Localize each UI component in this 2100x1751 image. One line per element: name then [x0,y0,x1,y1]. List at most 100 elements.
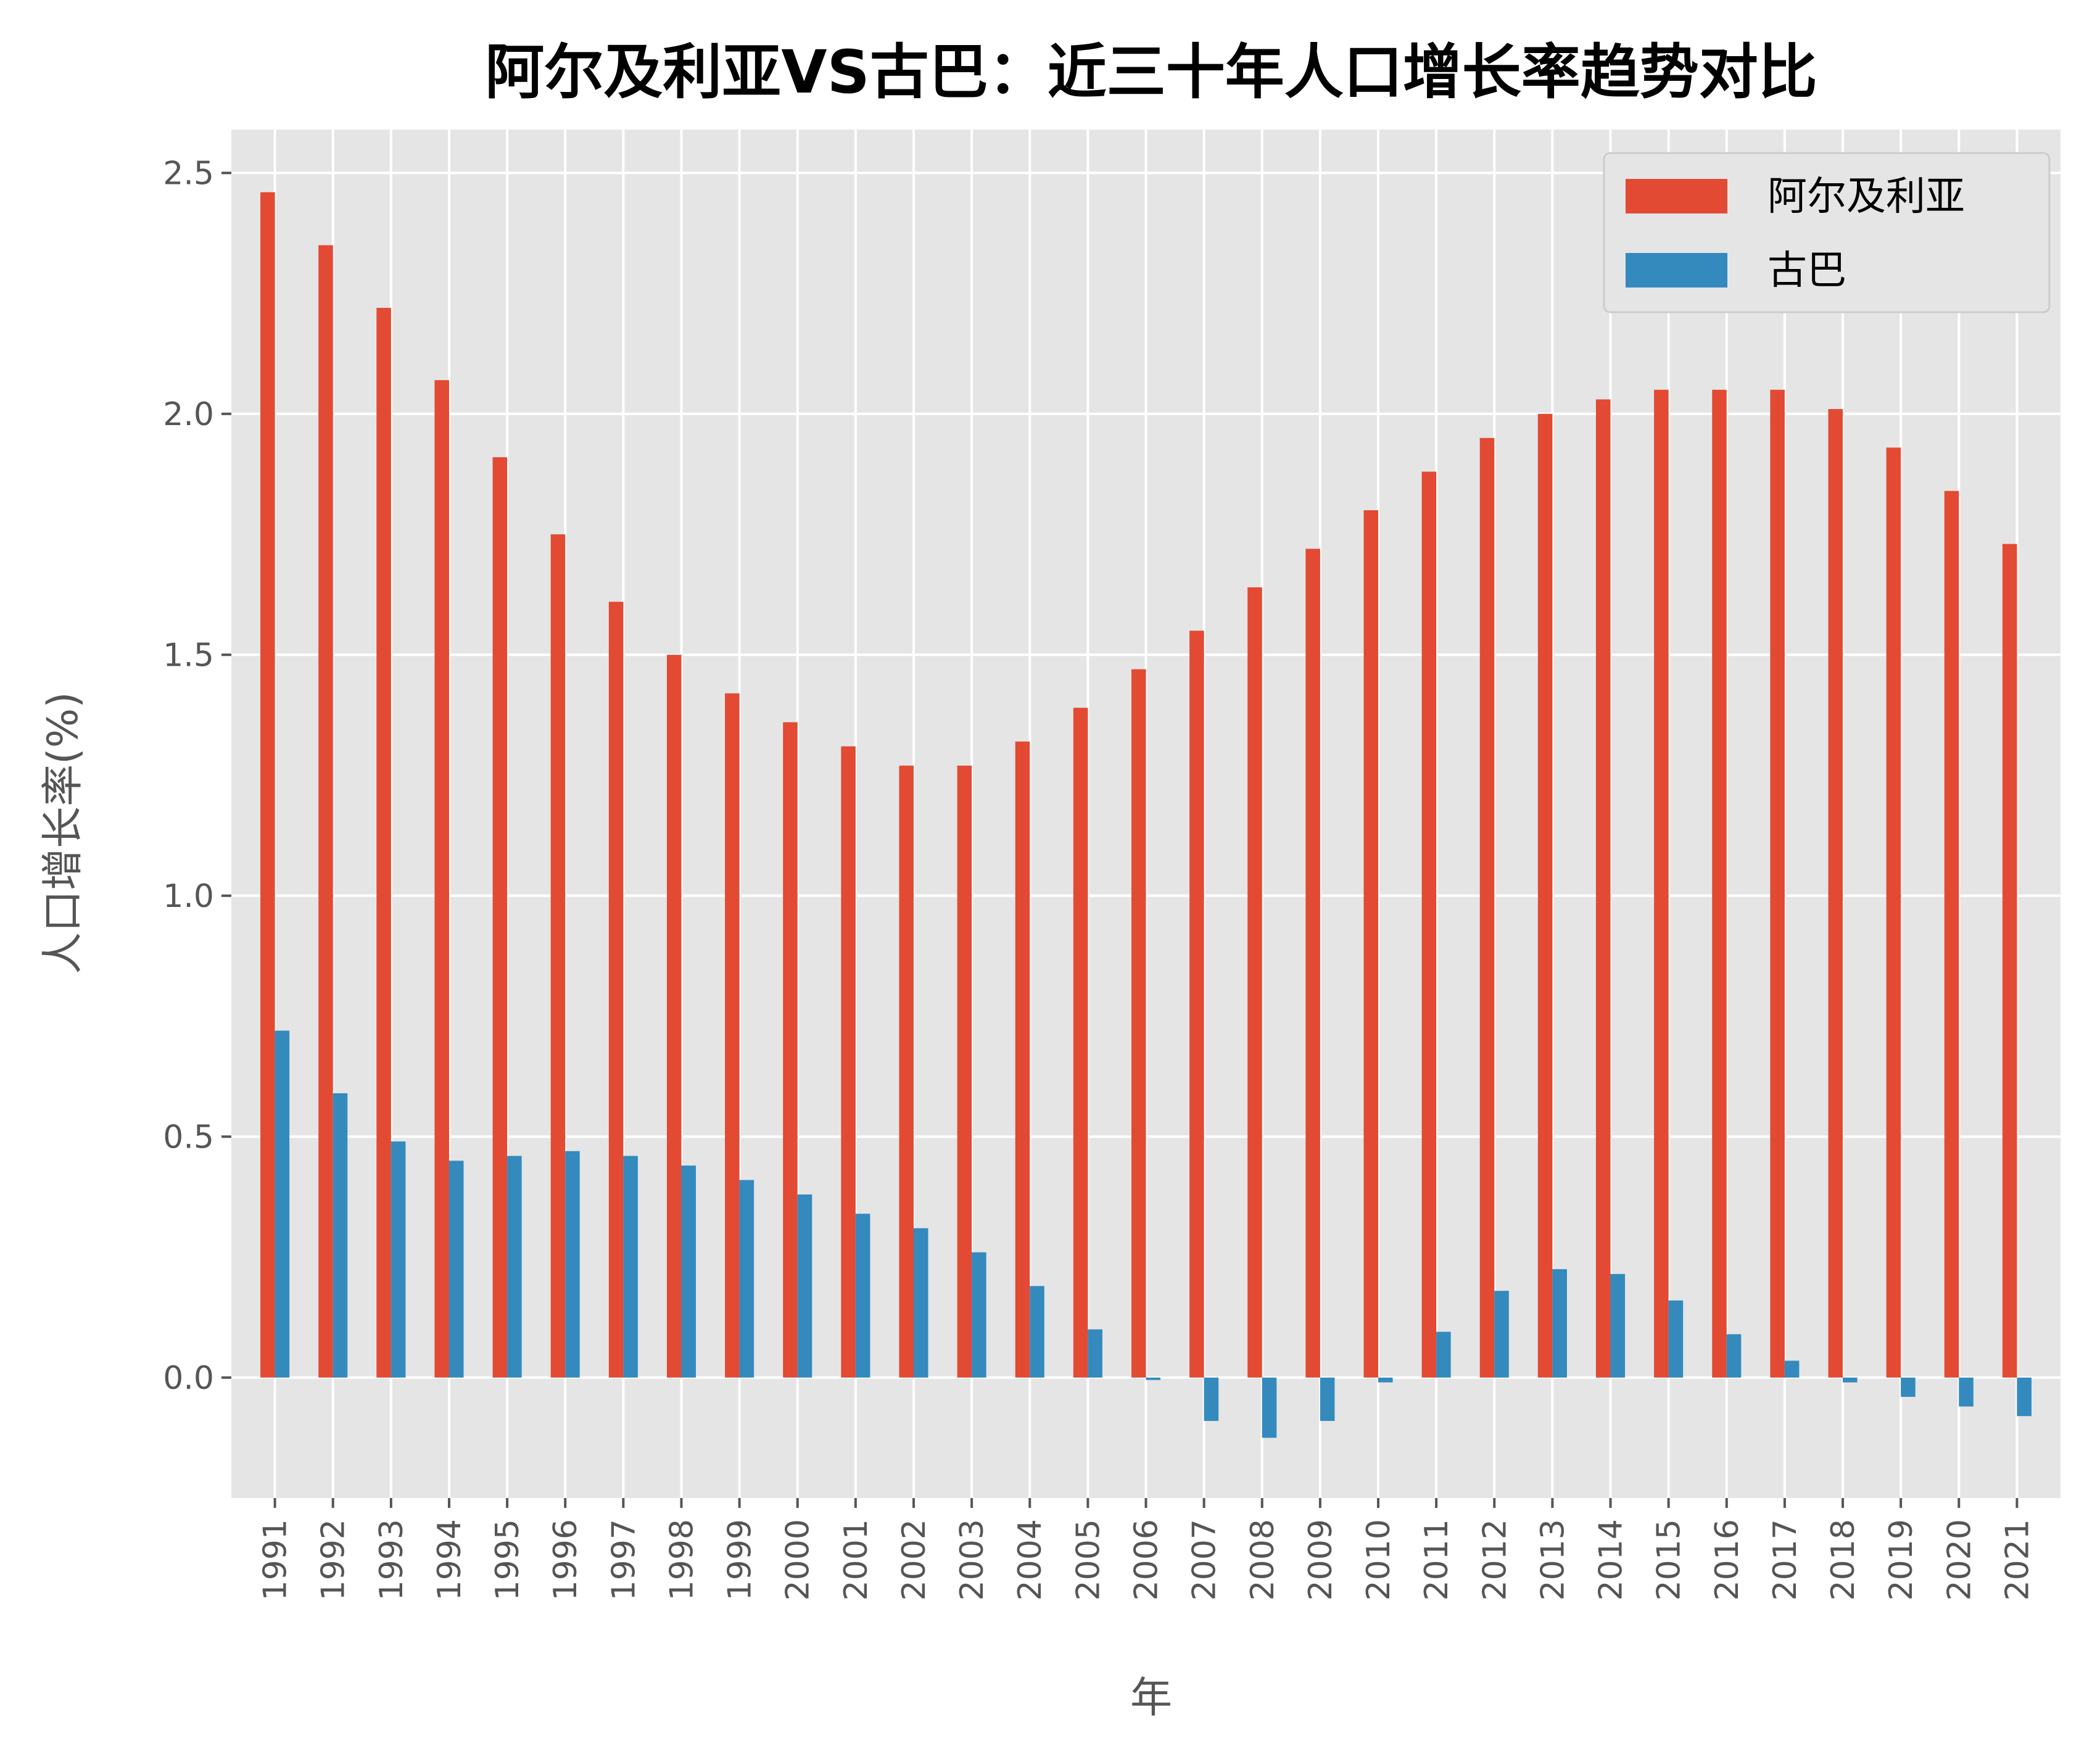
bar-algeria-2013 [1537,413,1553,1378]
bar-algeria-2000 [783,722,798,1378]
y-tick-label: 0.0 [163,1360,214,1397]
y-tick-label: 1.5 [163,637,214,674]
x-tick-label: 2013 [1534,1519,1571,1600]
bar-cuba-2000 [797,1194,812,1378]
legend-swatch [1626,179,1727,213]
bar-algeria-1995 [492,457,508,1378]
legend-label: 阿尔及利亚 [1767,174,1965,220]
bar-algeria-2019 [1886,447,1901,1378]
bar-algeria-2002 [899,765,914,1378]
legend-label: 古巴 [1767,248,1846,294]
bar-cuba-1994 [449,1161,464,1378]
bar-cuba-2005 [1088,1329,1102,1378]
x-tick-label: 2002 [896,1519,933,1600]
x-tick-label: 1998 [663,1519,700,1600]
bar-cuba-2006 [1146,1377,1161,1380]
bar-algeria-1993 [376,307,391,1378]
x-tick-label: 2008 [1244,1519,1281,1600]
bar-cuba-1991 [275,1030,290,1378]
bar-cuba-2004 [1030,1286,1044,1378]
bar-algeria-2021 [2002,544,2017,1378]
x-tick-label: 2010 [1360,1519,1397,1600]
x-tick-label: 2020 [1941,1519,1978,1600]
bar-cuba-2003 [972,1252,986,1378]
bar-cuba-2016 [1726,1334,1742,1378]
bar-algeria-2016 [1712,389,1727,1378]
bar-algeria-2003 [957,765,972,1378]
bar-cuba-2014 [1610,1273,1626,1378]
bar-cuba-2017 [1784,1360,1800,1378]
x-tick-label: 2015 [1651,1519,1688,1600]
bar-algeria-2004 [1015,741,1030,1378]
bar-algeria-1997 [608,602,624,1378]
y-axis-title: 人口增长率(%) [39,692,88,974]
bar-algeria-2005 [1073,708,1088,1378]
bar-cuba-1996 [565,1151,580,1378]
x-tick-label: 2017 [1767,1519,1804,1600]
bar-algeria-2015 [1654,389,1669,1378]
bar-algeria-2008 [1247,587,1262,1378]
bar-algeria-1992 [318,245,333,1378]
x-tick-label: 2021 [1999,1519,2036,1600]
bar-algeria-2018 [1828,408,1843,1378]
bar-algeria-1998 [666,655,682,1378]
x-tick-label: 2019 [1883,1519,1920,1600]
bar-cuba-1993 [391,1141,406,1378]
bar-cuba-2015 [1668,1300,1684,1378]
bar-cuba-2020 [1959,1377,1974,1407]
x-tick-label: 2003 [954,1519,991,1600]
x-tick-label: 1996 [547,1519,584,1600]
y-tick-label: 2.0 [163,396,214,433]
y-tick-label: 0.5 [163,1119,214,1156]
x-tick-label: 1991 [257,1519,294,1600]
x-tick-label: 2006 [1128,1519,1165,1600]
bar-cuba-2010 [1378,1377,1393,1383]
bar-algeria-1996 [550,534,566,1378]
bar-algeria-2010 [1363,510,1379,1378]
bar-cuba-2012 [1494,1291,1509,1378]
bar-algeria-2012 [1479,437,1495,1378]
x-tick-label: 2018 [1825,1519,1862,1600]
bar-cuba-1998 [681,1165,697,1378]
bar-algeria-2014 [1595,399,1611,1378]
bar-algeria-2001 [841,746,856,1378]
bar-algeria-2017 [1770,389,1785,1378]
bar-cuba-2001 [855,1214,870,1378]
bar-cuba-2009 [1320,1377,1335,1422]
bar-algeria-1994 [434,380,449,1378]
x-tick-label: 2004 [1012,1519,1049,1600]
x-tick-label: 1992 [315,1519,352,1600]
bar-cuba-2011 [1436,1331,1451,1378]
bar-cuba-2007 [1204,1377,1219,1422]
bar-cuba-1995 [507,1156,522,1378]
bar-cuba-1999 [739,1180,754,1378]
bar-cuba-1992 [333,1093,348,1378]
x-tick-label: 2014 [1593,1519,1630,1600]
x-tick-label: 2005 [1070,1519,1107,1600]
y-tick-label: 2.5 [163,155,214,192]
bar-algeria-2020 [1944,491,1959,1378]
bar-algeria-1991 [260,192,275,1378]
y-tick-label: 1.0 [163,878,214,915]
x-tick-label: 2009 [1302,1519,1339,1600]
bar-cuba-2013 [1552,1269,1567,1378]
x-tick-label: 1997 [605,1519,642,1600]
x-axis-title: 年 [1130,1674,1172,1723]
bar-cuba-1997 [623,1156,638,1378]
bar-cuba-2018 [1843,1377,1858,1383]
x-tick-label: 1995 [489,1519,526,1600]
bar-cuba-2008 [1262,1377,1277,1438]
bar-cuba-2002 [913,1228,928,1378]
bar-algeria-2007 [1189,631,1204,1378]
x-tick-label: 2001 [838,1519,875,1600]
x-tick-label: 2000 [780,1519,817,1600]
bar-cuba-2021 [2017,1377,2032,1417]
x-tick-label: 1994 [431,1519,468,1600]
bar-cuba-2019 [1901,1377,1916,1397]
x-tick-label: 2011 [1418,1519,1455,1600]
x-tick-label: 1993 [373,1519,410,1600]
axes: 0.0 0.5 1.0 1.5 2.0 2.5 1991 1992 1993 1994 1995 19… [163,155,2036,1600]
